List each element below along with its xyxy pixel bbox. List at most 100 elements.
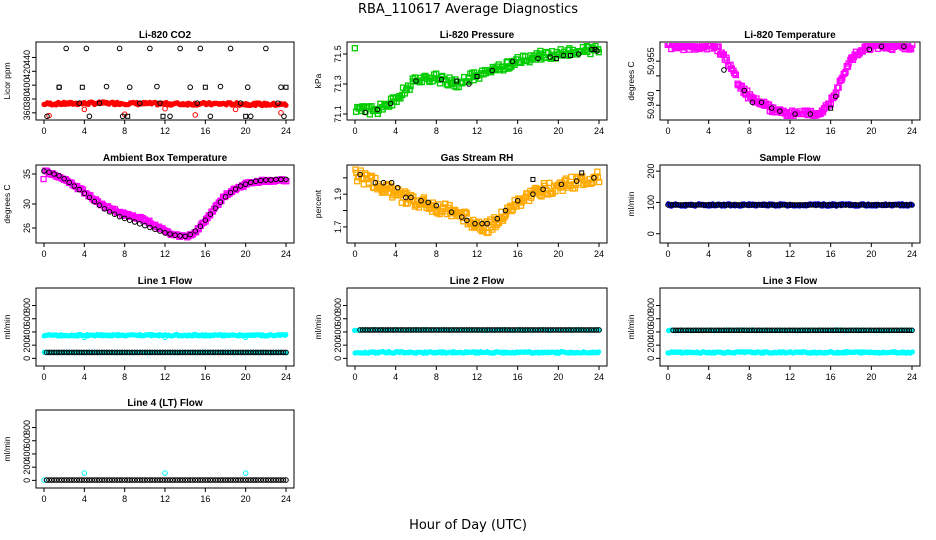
- x-tick-label: 12: [160, 494, 170, 504]
- data-point: [741, 87, 748, 94]
- data-point: [372, 179, 379, 186]
- y-tick-label: 50.940: [646, 91, 656, 119]
- y-axis-label: degrees C: [626, 61, 636, 100]
- x-tick-label: 12: [785, 126, 795, 136]
- data-point: [777, 108, 783, 114]
- data-point: [723, 56, 730, 64]
- chart-box_temp: Ambient Box Temperature 0 4 8 12 16 20 24 26 30 35…: [2, 153, 295, 259]
- data-point: [464, 217, 470, 224]
- data-point: [76, 186, 83, 193]
- x-tick-label: 8: [122, 126, 127, 136]
- chart-title: Li-820 CO2: [139, 30, 192, 41]
- data-point: [101, 206, 108, 212]
- x-tick-label: 4: [82, 494, 87, 504]
- series-upper: [357, 327, 602, 333]
- data-point: [379, 106, 386, 113]
- x-tick-label: 24: [281, 494, 291, 504]
- x-tick-label: 16: [513, 372, 523, 382]
- y-tick-label: 200: [22, 338, 32, 353]
- x-tick-label: 20: [241, 126, 251, 136]
- data-point: [509, 58, 516, 65]
- y-tick-label: 600: [22, 311, 32, 326]
- data-point: [116, 213, 123, 220]
- data-point: [187, 84, 194, 91]
- data-point: [454, 78, 460, 84]
- data-point: [474, 74, 480, 79]
- data-point: [448, 209, 455, 215]
- data-point: [463, 210, 470, 217]
- data-point: [126, 217, 133, 223]
- data-point: [365, 181, 372, 188]
- y-axis-label: Licor ppm: [2, 62, 12, 99]
- data-point: [466, 81, 472, 87]
- data-point: [283, 349, 289, 356]
- data-point: [418, 197, 424, 204]
- data-point: [594, 168, 601, 175]
- plot-area: [41, 45, 289, 119]
- data-point: [440, 76, 447, 83]
- y-tick-label: 800: [646, 298, 656, 313]
- data-point: [40, 175, 47, 183]
- data-point: [79, 84, 85, 90]
- y-axis-label: ml/min: [626, 314, 636, 339]
- x-tick-label: 24: [594, 126, 604, 136]
- y-tick-label: 200: [646, 164, 656, 179]
- series-spikes: [46, 105, 284, 119]
- data-point: [197, 45, 204, 52]
- data-point: [466, 78, 473, 85]
- y-axis-label: ml/min: [626, 191, 636, 216]
- data-point: [553, 56, 559, 61]
- x-tick-label: 8: [122, 372, 127, 382]
- x-tick-label: 16: [200, 494, 210, 504]
- data-point: [152, 226, 158, 232]
- chart-line4: Line 4 (LT) Flow 0 4 8 12 16 20 24 0 200400600800…: [2, 398, 295, 504]
- data-point: [566, 45, 573, 52]
- data-point: [242, 181, 249, 187]
- x-tick-label: 0: [41, 249, 46, 259]
- data-point: [247, 179, 254, 186]
- data-point: [86, 194, 93, 201]
- data-point: [83, 45, 90, 52]
- data-point: [568, 173, 575, 181]
- data-point: [462, 209, 470, 216]
- figure-title: RBA_110617 Average Diagnostics: [357, 2, 579, 17]
- data-point: [91, 198, 98, 205]
- data-point: [136, 100, 143, 106]
- plot-area: [664, 43, 916, 119]
- data-point: [263, 45, 269, 52]
- data-point: [458, 214, 465, 220]
- data-point: [202, 217, 209, 223]
- x-tick-label: 4: [393, 372, 398, 382]
- data-point: [283, 331, 289, 338]
- data-point: [232, 186, 239, 192]
- chart-licor_temp: Li-820 Temperature 0 4 8 12 16 20 24 50.940 50.95…: [626, 30, 921, 136]
- data-point: [362, 109, 368, 116]
- series-band: [351, 43, 602, 118]
- data-point: [237, 100, 244, 106]
- x-tick-label: 4: [393, 126, 398, 136]
- data-point: [388, 179, 395, 186]
- data-point: [162, 470, 168, 476]
- chart-title: Gas Stream RH: [441, 153, 514, 164]
- x-tick-label: 4: [706, 249, 711, 259]
- data-point: [833, 91, 840, 98]
- data-point: [503, 59, 510, 66]
- data-point: [217, 83, 224, 90]
- y-tick-label: 400: [22, 446, 32, 461]
- x-tick-label: 4: [82, 372, 87, 382]
- data-point: [351, 45, 359, 52]
- y-tick-label: 600: [333, 311, 343, 326]
- data-point: [61, 176, 67, 182]
- y-tick-label: 0: [333, 356, 343, 361]
- x-tick-label: 0: [665, 126, 670, 136]
- data-point: [387, 100, 394, 107]
- y-tick-label: 400: [333, 324, 343, 339]
- series-sample: [362, 46, 600, 116]
- x-tick-label: 20: [866, 372, 876, 382]
- data-point: [749, 99, 756, 106]
- y-tick-label: 800: [22, 420, 32, 435]
- data-point: [278, 110, 284, 116]
- y-axis-label: ml/min: [313, 314, 323, 339]
